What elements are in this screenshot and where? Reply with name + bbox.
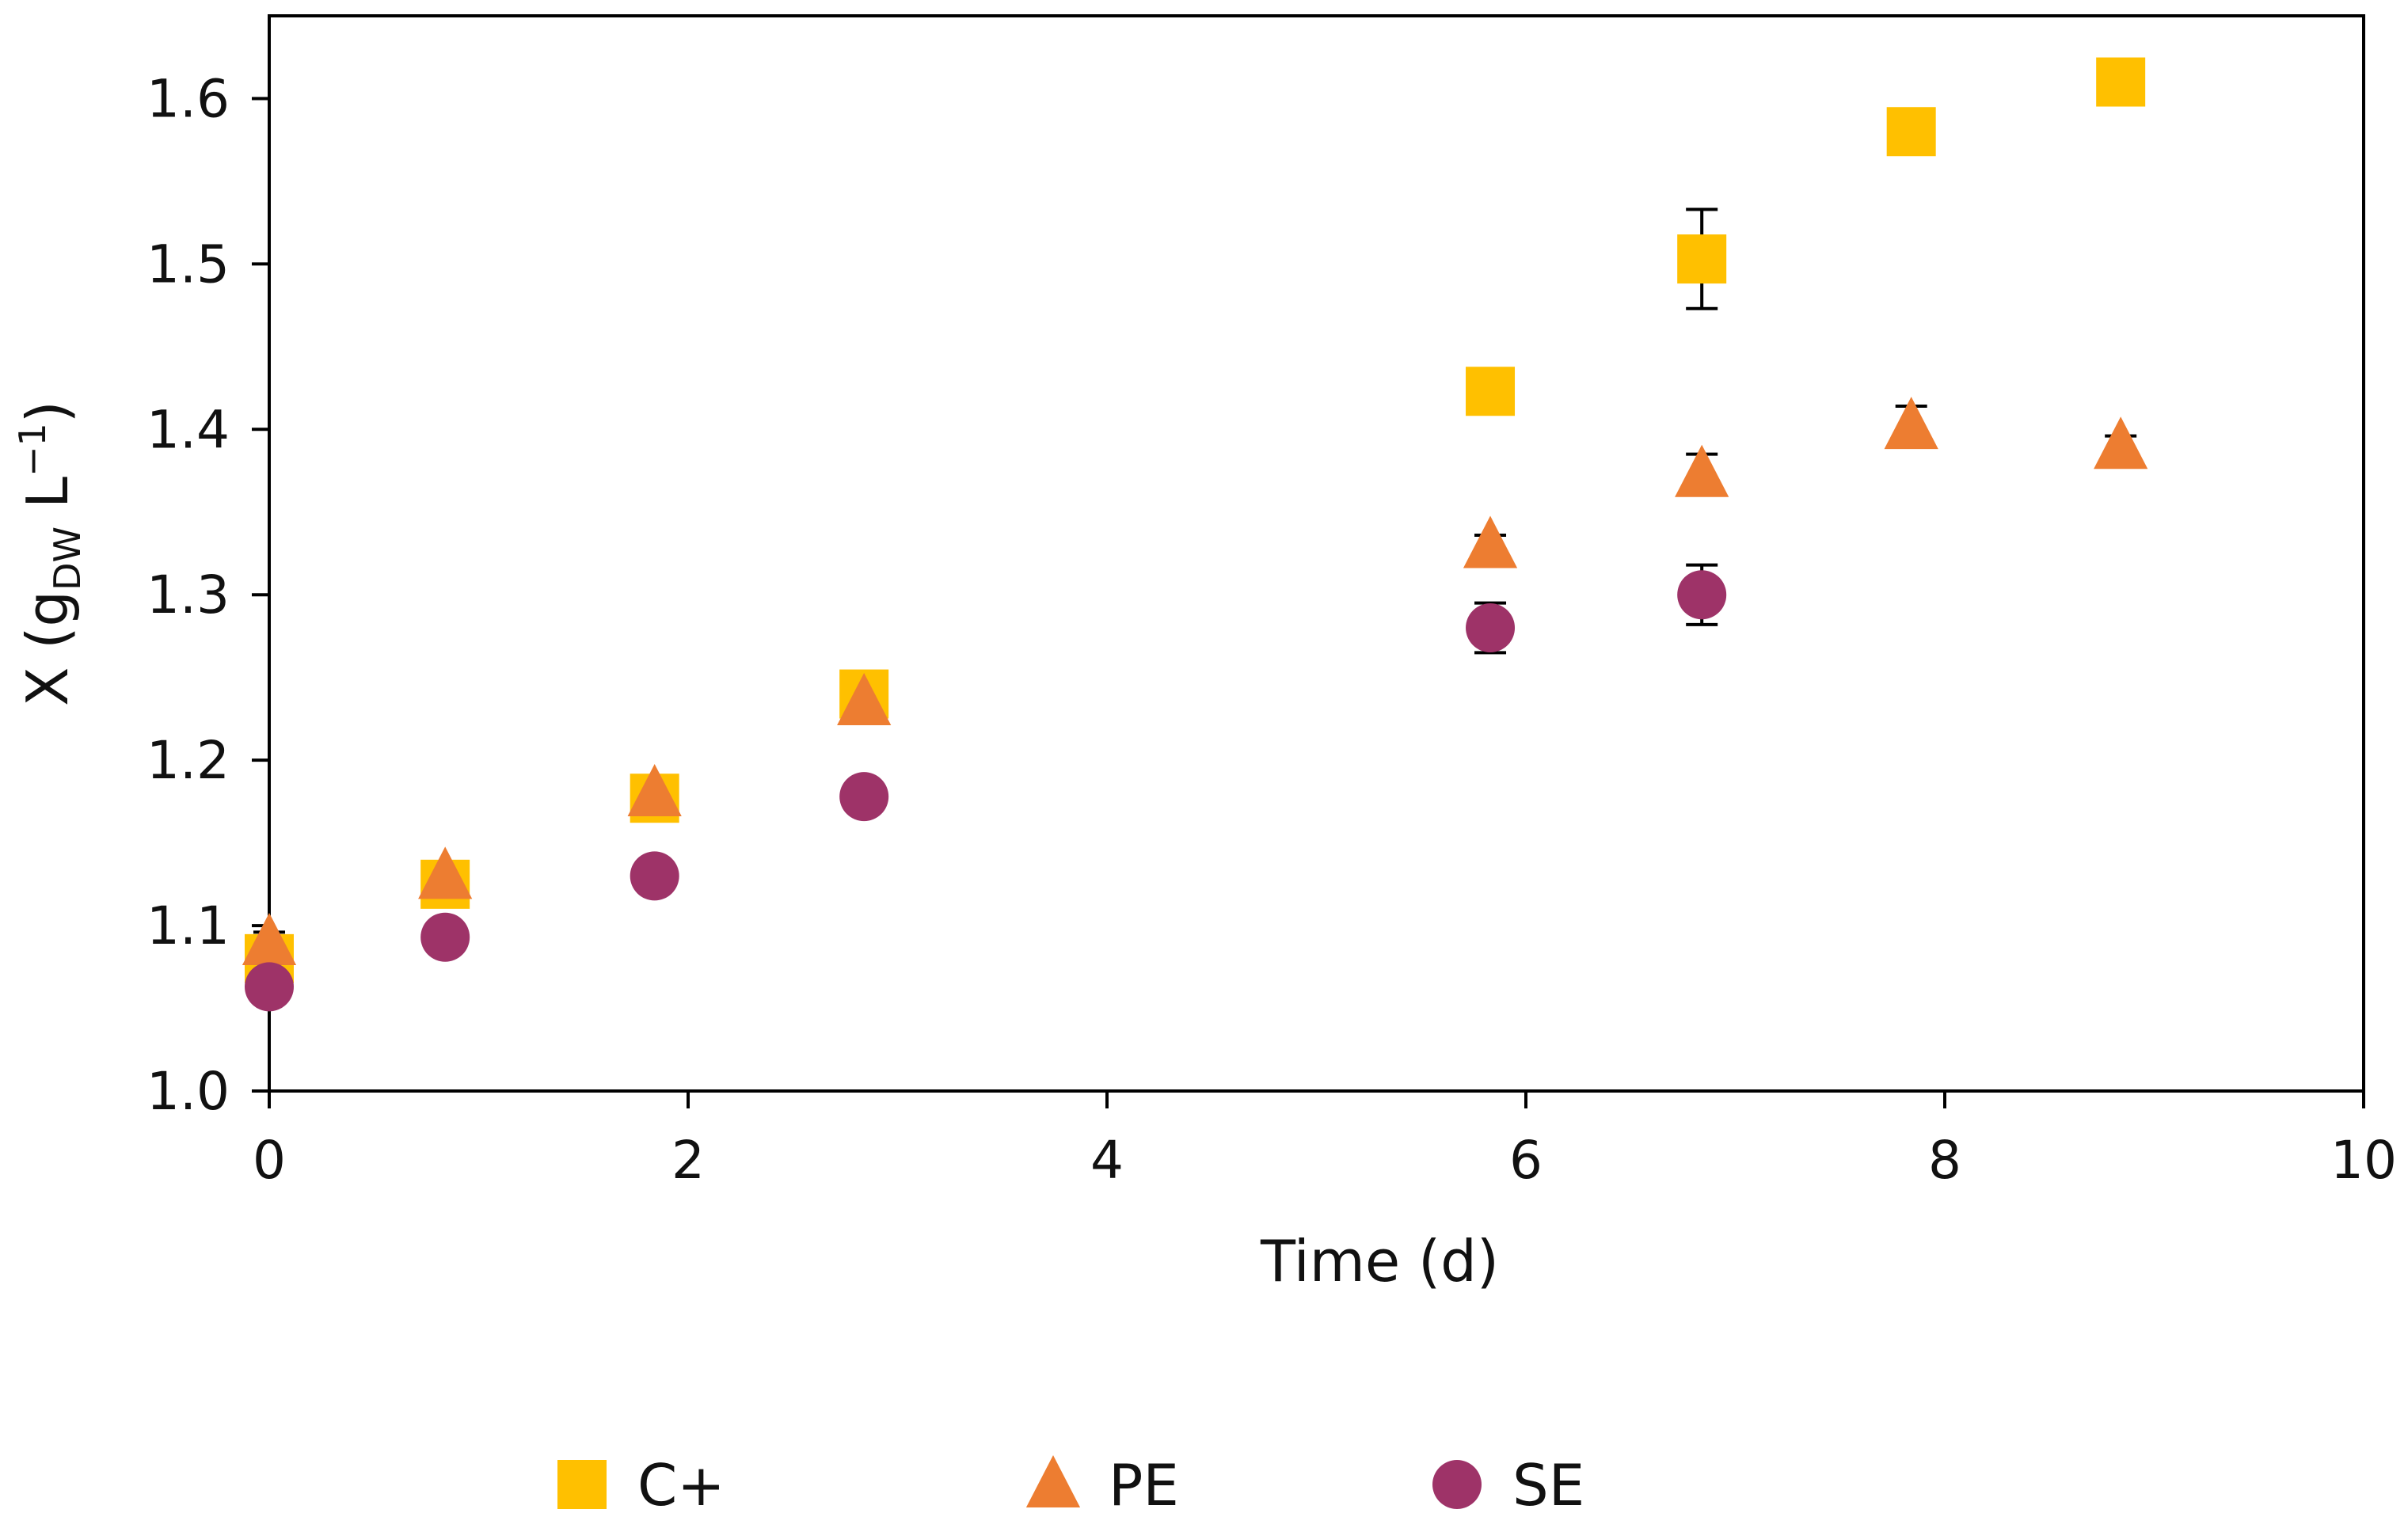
legend-item-pe: PE	[1025, 1452, 1179, 1519]
y-axis-title-superscript: −1	[11, 423, 54, 477]
y-axis-title-prefix: X (g	[14, 591, 81, 706]
y-axis-title-subscript: DW	[46, 527, 89, 591]
data-point-cplus	[2096, 57, 2146, 107]
x-axis-title: Time (d)	[1260, 1228, 1499, 1294]
data-point-pe	[1463, 515, 1518, 568]
legend-label-pe: PE	[1109, 1452, 1179, 1519]
y-tick-label: 1.2	[146, 730, 230, 791]
legend-marker-cplus	[557, 1460, 607, 1509]
x-tick-label: 8	[1928, 1130, 1961, 1191]
plot-area-frame	[268, 14, 2365, 1093]
y-axis-title-middle: L	[14, 477, 81, 527]
data-point-cplus	[1677, 234, 1727, 284]
y-axis-title: X (gDW L−1)	[11, 401, 89, 706]
data-point-cplus	[1886, 107, 1936, 157]
data-point-cplus	[1466, 367, 1516, 416]
data-point-se	[839, 772, 889, 822]
data-point-se	[420, 912, 470, 962]
legend-marker-pe	[1025, 1455, 1081, 1507]
x-tick-label: 6	[1509, 1130, 1543, 1191]
x-tick-label: 2	[671, 1130, 705, 1191]
legend-label-se: SE	[1512, 1452, 1584, 1519]
data-point-se	[245, 962, 294, 1012]
legend: C+ PE SE	[557, 1452, 1584, 1519]
y-tick-label: 1.3	[146, 565, 230, 625]
legend-item-cplus: C+	[557, 1452, 725, 1519]
data-point-se	[1466, 603, 1516, 653]
y-axis-title-suffix: )	[14, 401, 81, 423]
data-point-pe	[1884, 397, 1938, 450]
y-tick-label: 1.0	[146, 1061, 230, 1122]
data-point-pe	[627, 763, 682, 816]
y-tick-label: 1.6	[146, 68, 230, 129]
data-point-pe	[1675, 444, 1729, 497]
data-point-pe	[2094, 416, 2148, 469]
data-point-se	[1677, 570, 1727, 620]
data-point-pe	[242, 912, 297, 965]
y-tick-label: 1.5	[146, 234, 230, 295]
y-tick-label: 1.4	[146, 399, 230, 460]
legend-item-se: SE	[1432, 1452, 1584, 1519]
x-tick-label: 10	[2330, 1130, 2397, 1191]
data-point-pe	[837, 673, 892, 726]
legend-marker-se	[1432, 1460, 1482, 1509]
data-point-se	[630, 851, 679, 901]
data-point-pe	[418, 846, 473, 899]
x-tick-label: 0	[253, 1130, 286, 1191]
y-tick-label: 1.1	[146, 895, 230, 956]
x-tick-label: 4	[1090, 1130, 1124, 1191]
legend-label-cplus: C+	[637, 1452, 725, 1519]
